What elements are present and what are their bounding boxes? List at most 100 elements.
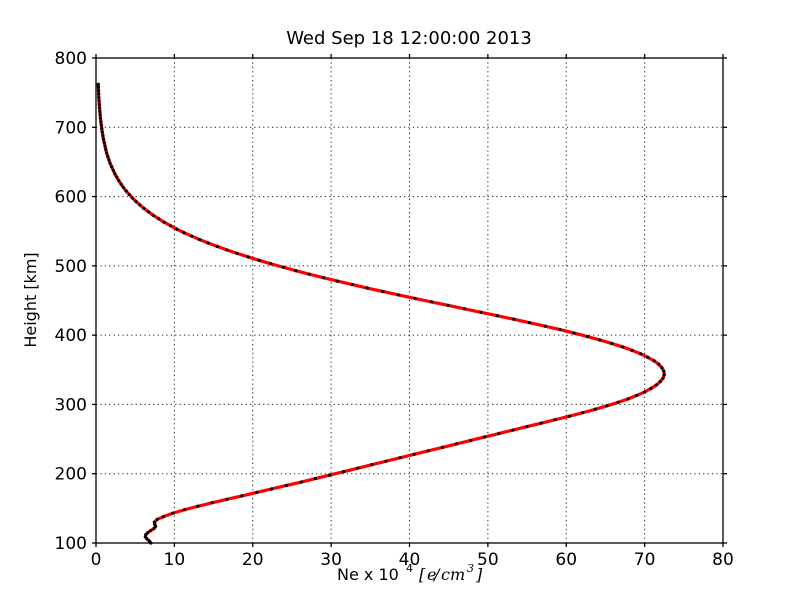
data-point-marker xyxy=(155,517,159,522)
x-axis-unit-denominator-exponent: 3 xyxy=(467,562,474,575)
x-axis-unit-denominator: cm xyxy=(441,565,465,584)
data-point-marker xyxy=(429,300,434,304)
data-point-marker xyxy=(652,359,656,363)
data-point-marker xyxy=(124,189,128,193)
data-point-marker xyxy=(342,470,346,474)
data-point-marker xyxy=(235,251,239,255)
data-point-marker xyxy=(365,286,369,290)
data-point-marker xyxy=(649,386,653,391)
data-point-marker xyxy=(113,172,117,176)
data-point-marker xyxy=(97,99,101,103)
data-point-marker xyxy=(102,140,106,145)
data-point-marker xyxy=(662,373,666,377)
data-point-marker xyxy=(384,459,388,463)
data-point-marker xyxy=(101,137,106,141)
data-point-marker xyxy=(96,88,101,93)
data-point-marker xyxy=(96,82,100,86)
data-point-marker xyxy=(151,213,155,217)
y-tick-label: 100 xyxy=(55,534,87,554)
data-point-marker xyxy=(97,106,102,110)
data-point-marker xyxy=(396,293,401,297)
x-axis-unit-slash: / xyxy=(432,565,441,584)
data-point-marker xyxy=(121,185,126,190)
data-point-marker xyxy=(497,431,501,436)
data-point-marker xyxy=(100,130,104,134)
data-point-marker xyxy=(483,435,487,439)
x-axis-unit-open-bracket: [ xyxy=(419,565,426,584)
data-point-marker xyxy=(196,504,200,508)
data-point-marker xyxy=(469,438,473,443)
data-point-marker xyxy=(299,480,303,484)
data-point-marker xyxy=(99,123,103,127)
data-point-marker xyxy=(119,182,123,186)
data-point-marker xyxy=(107,158,111,162)
data-point-marker xyxy=(98,113,102,117)
data-point-marker xyxy=(660,366,664,370)
data-point-marker xyxy=(246,255,250,259)
data-point-marker xyxy=(182,508,187,512)
data-point-marker xyxy=(215,244,220,249)
data-point-marker xyxy=(146,531,150,535)
data-point-marker xyxy=(284,483,289,488)
data-point-marker xyxy=(225,248,229,252)
x-tick-label: 20 xyxy=(242,550,264,570)
data-point-marker xyxy=(661,376,665,380)
data-point-marker xyxy=(96,85,100,89)
data-point-marker xyxy=(479,310,483,314)
data-point-marker xyxy=(543,324,547,328)
data-point-marker xyxy=(413,296,417,301)
data-point-marker xyxy=(558,328,562,332)
data-point-marker xyxy=(643,390,647,394)
data-point-marker xyxy=(206,241,210,245)
data-point-marker xyxy=(621,345,625,349)
data-point-marker xyxy=(335,279,339,283)
data-point-marker xyxy=(127,192,131,197)
data-point-marker xyxy=(110,165,114,169)
data-point-marker xyxy=(635,393,639,398)
data-point-marker xyxy=(313,476,318,481)
data-point-marker xyxy=(111,168,115,172)
data-point-marker xyxy=(100,127,104,131)
data-point-marker xyxy=(149,528,153,533)
x-tick-label: 0 xyxy=(91,550,102,570)
data-point-marker xyxy=(161,515,165,519)
y-tick-label: 200 xyxy=(55,465,87,485)
data-point-marker xyxy=(255,490,259,495)
data-point-marker xyxy=(171,511,175,515)
data-point-marker xyxy=(104,151,109,155)
data-point-marker xyxy=(654,383,658,387)
x-tick-label: 60 xyxy=(555,550,577,570)
data-point-marker xyxy=(106,154,110,158)
data-point-marker xyxy=(495,314,499,318)
data-point-marker xyxy=(605,404,609,408)
data-point-marker xyxy=(108,161,112,165)
y-tick-labels: 100 200 300 400 500 600 700 800 xyxy=(55,49,87,554)
data-point-marker xyxy=(658,379,662,384)
data-point-marker xyxy=(103,144,107,148)
data-point-marker xyxy=(152,520,156,524)
data-point-marker xyxy=(657,362,661,366)
data-point-marker xyxy=(511,428,515,432)
x-tick-label: 70 xyxy=(634,550,656,570)
data-point-marker xyxy=(440,445,445,449)
data-point-marker xyxy=(639,352,643,356)
data-point-marker xyxy=(593,407,597,411)
data-point-marker xyxy=(307,272,311,276)
data-point-marker xyxy=(350,282,354,287)
data-point-marker xyxy=(525,425,529,429)
data-point-marker xyxy=(616,400,620,404)
data-point-marker xyxy=(98,109,102,113)
data-point-marker xyxy=(269,487,274,491)
data-point-marker xyxy=(585,334,590,339)
data-point-marker xyxy=(134,199,138,204)
data-point-marker xyxy=(630,348,634,352)
tick-marks xyxy=(92,54,727,547)
data-point-marker xyxy=(539,421,543,425)
x-axis-label: Ne x 10 4 [ e / cm 3 ] xyxy=(337,562,483,584)
data-point-marker xyxy=(130,196,135,200)
data-point-marker xyxy=(225,497,229,501)
data-point-marker xyxy=(197,237,202,242)
data-point-marker xyxy=(370,463,374,467)
